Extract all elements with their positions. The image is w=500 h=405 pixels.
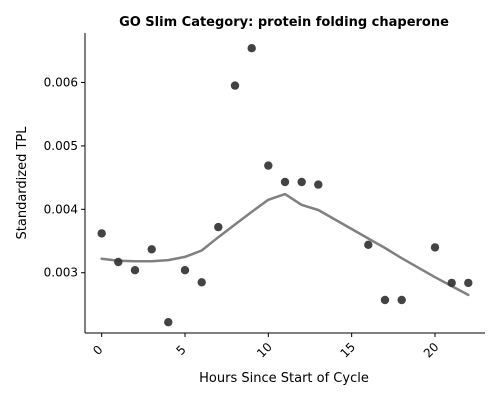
data-point xyxy=(147,245,156,254)
x-tick-label: 20 xyxy=(421,340,442,361)
data-point xyxy=(247,44,256,53)
data-point xyxy=(97,229,106,238)
data-point xyxy=(314,180,323,189)
chart-title: GO Slim Category: protein folding chaper… xyxy=(119,15,449,30)
y-tick-label: 0.006 xyxy=(44,75,78,89)
data-point xyxy=(280,177,290,187)
data-point xyxy=(364,240,373,249)
data-point xyxy=(397,295,406,305)
x-tick-label: 10 xyxy=(254,340,275,361)
data-point xyxy=(430,243,440,252)
data-point xyxy=(264,161,273,170)
data-point xyxy=(214,222,223,232)
y-axis-label: Standardized TPL xyxy=(15,126,30,240)
x-axis-label: Hours Since Start of Cycle xyxy=(199,371,369,386)
x-tick-label: 5 xyxy=(174,343,189,358)
x-tick-label: 0 xyxy=(90,343,105,358)
data-point xyxy=(180,266,190,275)
data-point xyxy=(230,81,240,90)
plot-area: 0 5 10 15 20 0.003 0.004 0.005 0.006 xyxy=(44,33,485,361)
data-point xyxy=(380,295,390,305)
data-point xyxy=(164,318,173,327)
data-point xyxy=(130,266,140,275)
data-point xyxy=(114,257,123,267)
data-point xyxy=(447,278,456,288)
y-tick-label: 0.005 xyxy=(44,139,78,153)
y-tick-label: 0.004 xyxy=(44,202,78,216)
y-tick-label: 0.003 xyxy=(44,266,78,280)
trend-line xyxy=(100,192,470,297)
data-point xyxy=(297,177,306,187)
data-point xyxy=(197,278,206,287)
x-tick-label: 15 xyxy=(337,340,358,361)
data-point xyxy=(464,278,473,288)
